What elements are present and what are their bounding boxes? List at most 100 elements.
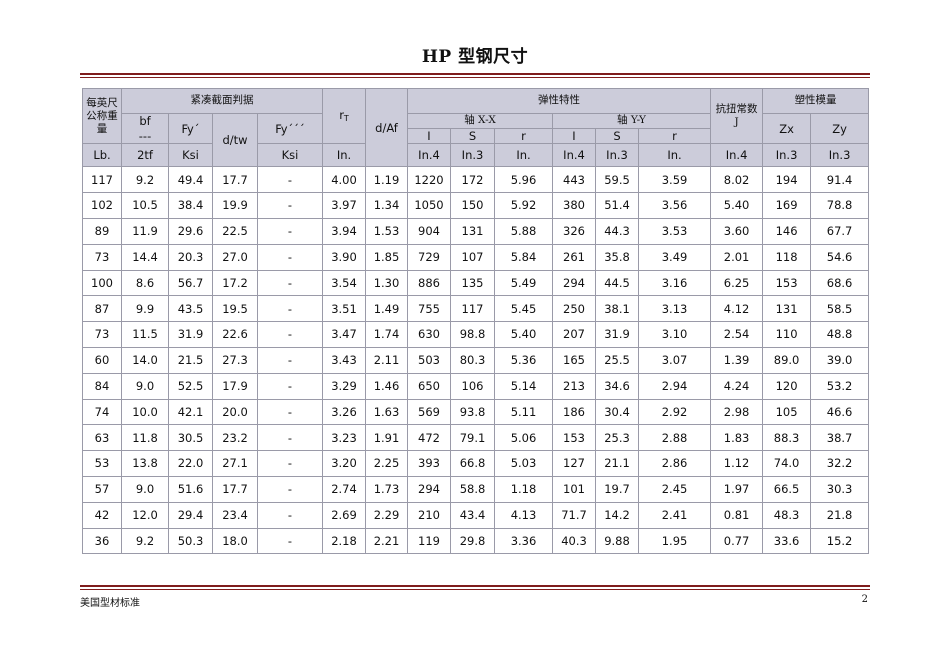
- table-cell: 39.0: [811, 347, 869, 373]
- table-cell: 153: [553, 425, 595, 451]
- table-row: 87 9.9 43.5 19.5-3.51 1.49 755 117 5.45 250 38.1 3…: [83, 296, 869, 322]
- table-cell: 2.11: [366, 347, 407, 373]
- table-cell: 2.88: [639, 425, 711, 451]
- table-cell: 9.88: [596, 528, 638, 554]
- col-rt-header: rT: [323, 89, 365, 144]
- table-cell: 54.6: [811, 244, 869, 270]
- unit-in3: In.3: [811, 144, 869, 167]
- col-torsion-header: 抗扭常数 J: [711, 89, 763, 144]
- table-cell: 120: [763, 373, 811, 399]
- table-cell: 93.8: [451, 399, 494, 425]
- table-cell: 117: [451, 296, 494, 322]
- table-cell: 110: [763, 322, 811, 347]
- table-row: 74 10.0 42.1 20.0-3.26 1.63 569 93.8 5.11 186 30.…: [83, 399, 869, 425]
- table-row: 73 11.5 31.9 22.6-3.47 1.74 630 98.8 5.40 207 31.…: [83, 322, 869, 347]
- table-cell: 59.5: [596, 167, 638, 193]
- table-cell: 91.4: [811, 167, 869, 193]
- table-cell: 58.8: [451, 476, 494, 502]
- table-cell: 135: [451, 270, 494, 296]
- table-cell: 31.9: [169, 322, 212, 347]
- col-zx-header: Zx: [763, 114, 811, 144]
- table-cell: 31.9: [596, 322, 638, 347]
- table-cell: -: [258, 502, 322, 528]
- table-cell: 21.1: [596, 451, 638, 476]
- table-cell: 2.86: [639, 451, 711, 476]
- table-cell: 80.3: [451, 347, 494, 373]
- table-cell: 107: [451, 244, 494, 270]
- table-cell: 5.06: [495, 425, 552, 451]
- table-cell: 3.07: [639, 347, 711, 373]
- table-cell: 42: [83, 502, 121, 528]
- table-cell: -: [258, 167, 322, 193]
- table-cell: 3.97: [323, 193, 365, 218]
- table-row: 100 8.6 56.7 17.2-3.54 1.30 886 135 5.49 294 44.5…: [83, 270, 869, 296]
- table-cell: 11.5: [122, 322, 168, 347]
- table-cell: 2.94: [639, 373, 711, 399]
- table-cell: 11.9: [122, 218, 168, 244]
- table-cell: 5.40: [495, 322, 552, 347]
- unit-in3: In.3: [596, 144, 638, 167]
- table-cell: -: [258, 296, 322, 322]
- table-cell: 71.7: [553, 502, 595, 528]
- table-cell: 210: [408, 502, 450, 528]
- table-cell: 42.1: [169, 399, 212, 425]
- table-cell: 13.8: [122, 451, 168, 476]
- header-rule-thin: [80, 77, 870, 78]
- table-row: 57 9.0 51.6 17.7-2.74 1.73 294 58.8 1.18 101 19.7…: [83, 476, 869, 502]
- table-cell: -: [258, 373, 322, 399]
- table-cell: 9.2: [122, 167, 168, 193]
- col-rx-header: r: [495, 129, 552, 144]
- table-cell: 3.36: [495, 528, 552, 554]
- table-cell: 1.74: [366, 322, 407, 347]
- table-cell: 1.53: [366, 218, 407, 244]
- table-cell: 98.8: [451, 322, 494, 347]
- table-cell: 74: [83, 399, 121, 425]
- table-cell: 1050: [408, 193, 450, 218]
- unit-in3: In.3: [763, 144, 811, 167]
- col-ix-header: I: [408, 129, 450, 144]
- table-cell: 48.3: [763, 502, 811, 528]
- table-cell: 43.5: [169, 296, 212, 322]
- table-cell: 2.69: [323, 502, 365, 528]
- table-cell: -: [258, 244, 322, 270]
- table-cell: 1.63: [366, 399, 407, 425]
- table-cell: 15.2: [811, 528, 869, 554]
- table-cell: 73: [83, 244, 121, 270]
- table-cell: 117: [83, 167, 121, 193]
- table-cell: 3.26: [323, 399, 365, 425]
- table-cell: 44.5: [596, 270, 638, 296]
- table-cell: 78.8: [811, 193, 869, 218]
- table-cell: 3.20: [323, 451, 365, 476]
- table-cell: 17.2: [213, 270, 257, 296]
- table-cell: 43.4: [451, 502, 494, 528]
- footer-rule-thin: [80, 589, 870, 590]
- table-cell: 89.0: [763, 347, 811, 373]
- table-cell: 5.88: [495, 218, 552, 244]
- table-cell: 131: [763, 296, 811, 322]
- table-cell: 27.3: [213, 347, 257, 373]
- table-cell: 213: [553, 373, 595, 399]
- unit-ksi: Ksi: [169, 144, 212, 167]
- table-cell: 2.98: [711, 399, 763, 425]
- table-cell: -: [258, 528, 322, 554]
- unit-in3: In.3: [451, 144, 494, 167]
- table-cell: 3.56: [639, 193, 711, 218]
- table-cell: 1.19: [366, 167, 407, 193]
- unit-2tf: 2tf: [122, 144, 168, 167]
- table-row: 84 9.0 52.5 17.9-3.29 1.46 650 106 5.14 213 34.6 2…: [83, 373, 869, 399]
- table-cell: 88.3: [763, 425, 811, 451]
- table-cell: 30.3: [811, 476, 869, 502]
- table-cell: 2.92: [639, 399, 711, 425]
- header-rule: [80, 73, 870, 75]
- table-cell: 38.7: [811, 425, 869, 451]
- table-cell: 1.83: [711, 425, 763, 451]
- col-weight-header: 每英尺公称重量: [83, 89, 121, 144]
- table-cell: 165: [553, 347, 595, 373]
- table-row: 117 9.2 49.4 17.7-4.00 1.19 1220 172 5.96 443 59.…: [83, 167, 869, 193]
- col-sy-header: S: [596, 129, 638, 144]
- table-cell: 25.3: [596, 425, 638, 451]
- table-cell: 21.5: [169, 347, 212, 373]
- table-cell: 36: [83, 528, 121, 554]
- table-cell: 38.1: [596, 296, 638, 322]
- unit-in: In.: [639, 144, 711, 167]
